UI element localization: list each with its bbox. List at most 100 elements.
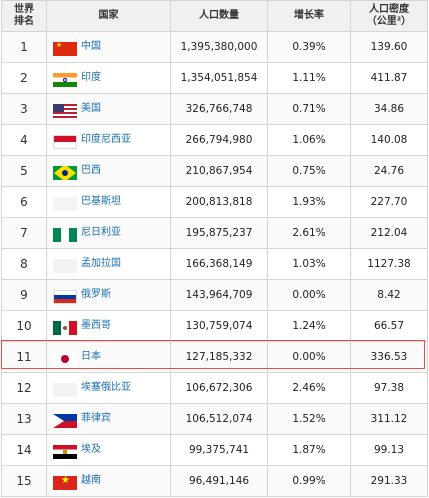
rank-cell: 13: [1, 403, 47, 435]
table-header-row: 世界 排名 国家 人口数量 增长率 人口密度 （公里²）: [1, 0, 428, 32]
header-population: 人口数量: [170, 0, 268, 32]
rank-cell: 3: [1, 93, 47, 125]
rank-cell: 10: [1, 310, 47, 342]
table-row: 2 印度 1,354,051,854 1.11% 411.87: [1, 62, 428, 94]
country-cell: 俄罗斯: [46, 279, 171, 311]
china-flag-icon: [53, 42, 77, 56]
growth-cell: 1.06%: [267, 124, 351, 156]
country-link[interactable]: 印度: [81, 72, 101, 83]
country-cell: 越南: [46, 465, 171, 497]
header-growth: 增长率: [267, 0, 351, 32]
country-cell: 美国: [46, 93, 171, 125]
country-link[interactable]: 孟加拉国: [81, 258, 121, 269]
density-cell: 24.76: [350, 155, 428, 187]
growth-cell: 1.24%: [267, 310, 351, 342]
table-row: 8 孟加拉国 166,368,149 1.03% 1127.38: [1, 248, 428, 280]
rank-cell: 6: [1, 186, 47, 218]
rank-cell: 5: [1, 155, 47, 187]
growth-cell: 0.99%: [267, 465, 351, 497]
growth-cell: 1.11%: [267, 62, 351, 94]
india-flag-icon: [53, 73, 77, 87]
pakistan-flag-icon: [53, 197, 77, 211]
country-link[interactable]: 菲律宾: [81, 413, 111, 424]
growth-cell: 2.46%: [267, 372, 351, 404]
country-cell: 尼日利亚: [46, 217, 171, 249]
usa-flag-icon: [53, 104, 77, 118]
country-link[interactable]: 俄罗斯: [81, 289, 111, 300]
growth-cell: 1.52%: [267, 403, 351, 435]
rank-cell: 12: [1, 372, 47, 404]
nigeria-flag-icon: [53, 228, 77, 242]
population-cell: 210,867,954: [170, 155, 268, 187]
header-rank: 世界 排名: [1, 0, 47, 32]
country-link[interactable]: 巴西: [81, 165, 101, 176]
density-cell: 311.12: [350, 403, 428, 435]
vietnam-flag-icon: [53, 476, 77, 490]
density-cell: 291.33: [350, 465, 428, 497]
indonesia-flag-icon: [53, 135, 77, 149]
russia-flag-icon: [53, 290, 77, 304]
density-cell: 97.38: [350, 372, 428, 404]
country-cell: 中国: [46, 31, 171, 63]
table-row: 4 印度尼西亚 266,794,980 1.06% 140.08: [1, 124, 428, 156]
country-link[interactable]: 墨西哥: [81, 320, 111, 331]
table-row: 11 日本 127,185,332 0.00% 336.53: [1, 341, 428, 373]
table-row: 9 俄罗斯 143,964,709 0.00% 8.42: [1, 279, 428, 311]
growth-cell: 2.61%: [267, 217, 351, 249]
mexico-flag-icon: [53, 321, 77, 335]
country-link[interactable]: 美国: [81, 103, 101, 114]
country-link[interactable]: 埃塞俄比亚: [81, 382, 131, 393]
population-cell: 106,672,306: [170, 372, 268, 404]
rank-cell: 4: [1, 124, 47, 156]
growth-cell: 1.03%: [267, 248, 351, 280]
country-link[interactable]: 日本: [81, 351, 101, 362]
growth-cell: 0.00%: [267, 341, 351, 373]
population-cell: 96,491,146: [170, 465, 268, 497]
population-cell: 166,368,149: [170, 248, 268, 280]
table-row: 3 美国 326,766,748 0.71% 34.86: [1, 93, 428, 125]
growth-cell: 0.39%: [267, 31, 351, 63]
table-row: 13 菲律宾 106,512,074 1.52% 311.12: [1, 403, 428, 435]
country-link[interactable]: 尼日利亚: [81, 227, 121, 238]
density-cell: 140.08: [350, 124, 428, 156]
country-link[interactable]: 中国: [81, 41, 101, 52]
country-link[interactable]: 埃及: [81, 444, 101, 455]
country-cell: 印度: [46, 62, 171, 94]
country-cell: 孟加拉国: [46, 248, 171, 280]
table-row: 6 巴基斯坦 200,813,818 1.93% 227.70: [1, 186, 428, 218]
growth-cell: 0.00%: [267, 279, 351, 311]
population-cell: 326,766,748: [170, 93, 268, 125]
growth-cell: 0.71%: [267, 93, 351, 125]
density-cell: 227.70: [350, 186, 428, 218]
country-link[interactable]: 越南: [81, 475, 101, 486]
density-cell: 66.57: [350, 310, 428, 342]
table-row: 7 尼日利亚 195,875,237 2.61% 212.04: [1, 217, 428, 249]
country-link[interactable]: 巴基斯坦: [81, 196, 121, 207]
density-cell: 139.60: [350, 31, 428, 63]
population-cell: 143,964,709: [170, 279, 268, 311]
population-cell: 106,512,074: [170, 403, 268, 435]
country-cell: 日本: [46, 341, 171, 373]
country-link[interactable]: 印度尼西亚: [81, 134, 131, 145]
rank-cell: 9: [1, 279, 47, 311]
density-cell: 212.04: [350, 217, 428, 249]
growth-cell: 1.87%: [267, 434, 351, 466]
growth-cell: 1.93%: [267, 186, 351, 218]
country-cell: 埃及: [46, 434, 171, 466]
population-cell: 200,813,818: [170, 186, 268, 218]
density-cell: 8.42: [350, 279, 428, 311]
country-cell: 菲律宾: [46, 403, 171, 435]
table-row: 10 墨西哥 130,759,074 1.24% 66.57: [1, 310, 428, 342]
population-cell: 99,375,741: [170, 434, 268, 466]
japan-flag-icon: [53, 352, 77, 366]
rank-cell: 11: [1, 341, 47, 373]
table-row: 5 巴西 210,867,954 0.75% 24.76: [1, 155, 428, 187]
table-row: 14 埃及 99,375,741 1.87% 99.13: [1, 434, 428, 466]
brazil-flag-icon: [53, 166, 77, 180]
country-cell: 埃塞俄比亚: [46, 372, 171, 404]
rank-cell: 1: [1, 31, 47, 63]
country-cell: 印度尼西亚: [46, 124, 171, 156]
